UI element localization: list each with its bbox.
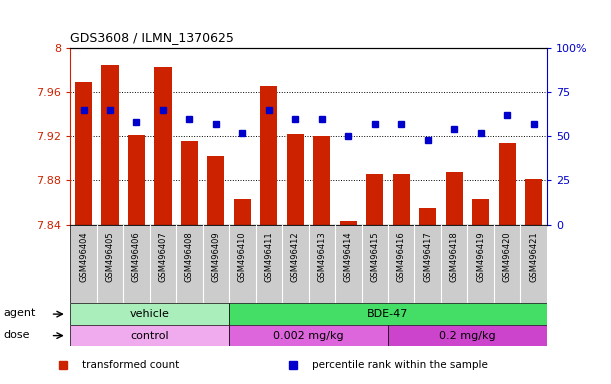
Bar [525, 179, 542, 225]
Text: GDS3608 / ILMN_1370625: GDS3608 / ILMN_1370625 [70, 31, 234, 44]
Bar [472, 199, 489, 225]
Bar [155, 67, 172, 225]
Bar [234, 199, 251, 225]
Text: dose: dose [4, 329, 30, 339]
Bar [128, 135, 145, 225]
Text: GSM496404: GSM496404 [79, 231, 88, 281]
Bar [229, 303, 547, 325]
Text: GSM496413: GSM496413 [317, 231, 326, 282]
Bar [75, 82, 92, 225]
Text: 0.002 mg/kg: 0.002 mg/kg [273, 331, 344, 341]
Text: GSM496406: GSM496406 [132, 231, 141, 282]
Text: GSM496417: GSM496417 [423, 231, 432, 282]
Text: GSM496419: GSM496419 [476, 231, 485, 281]
Text: GSM496405: GSM496405 [106, 231, 114, 281]
Text: GSM496412: GSM496412 [291, 231, 300, 281]
Bar [388, 325, 547, 346]
Bar [499, 143, 516, 225]
Text: percentile rank within the sample: percentile rank within the sample [312, 361, 488, 371]
Text: GSM496409: GSM496409 [211, 231, 221, 281]
Text: GSM496411: GSM496411 [265, 231, 273, 281]
Bar [287, 134, 304, 225]
Text: 0.2 mg/kg: 0.2 mg/kg [439, 331, 496, 341]
Text: BDE-47: BDE-47 [367, 309, 409, 319]
Bar [181, 141, 198, 225]
Text: GSM496420: GSM496420 [503, 231, 511, 281]
Text: GSM496414: GSM496414 [344, 231, 353, 281]
Bar [229, 325, 388, 346]
Text: GSM496410: GSM496410 [238, 231, 247, 281]
Bar [393, 174, 410, 225]
Text: GSM496407: GSM496407 [158, 231, 167, 282]
Bar [70, 303, 229, 325]
Bar [207, 156, 224, 225]
Bar [313, 136, 331, 225]
Text: GSM496418: GSM496418 [450, 231, 459, 282]
Bar [445, 172, 463, 225]
Bar [101, 65, 119, 225]
Text: transformed count: transformed count [82, 361, 180, 371]
Text: GSM496416: GSM496416 [397, 231, 406, 282]
Bar [70, 325, 229, 346]
Text: GSM496415: GSM496415 [370, 231, 379, 281]
Bar [260, 86, 277, 225]
Text: agent: agent [4, 308, 36, 318]
Bar [340, 221, 357, 225]
Bar [419, 208, 436, 225]
Text: GSM496421: GSM496421 [529, 231, 538, 281]
Text: vehicle: vehicle [130, 309, 170, 319]
Text: control: control [130, 331, 169, 341]
Text: GSM496408: GSM496408 [185, 231, 194, 282]
Bar [366, 174, 383, 225]
